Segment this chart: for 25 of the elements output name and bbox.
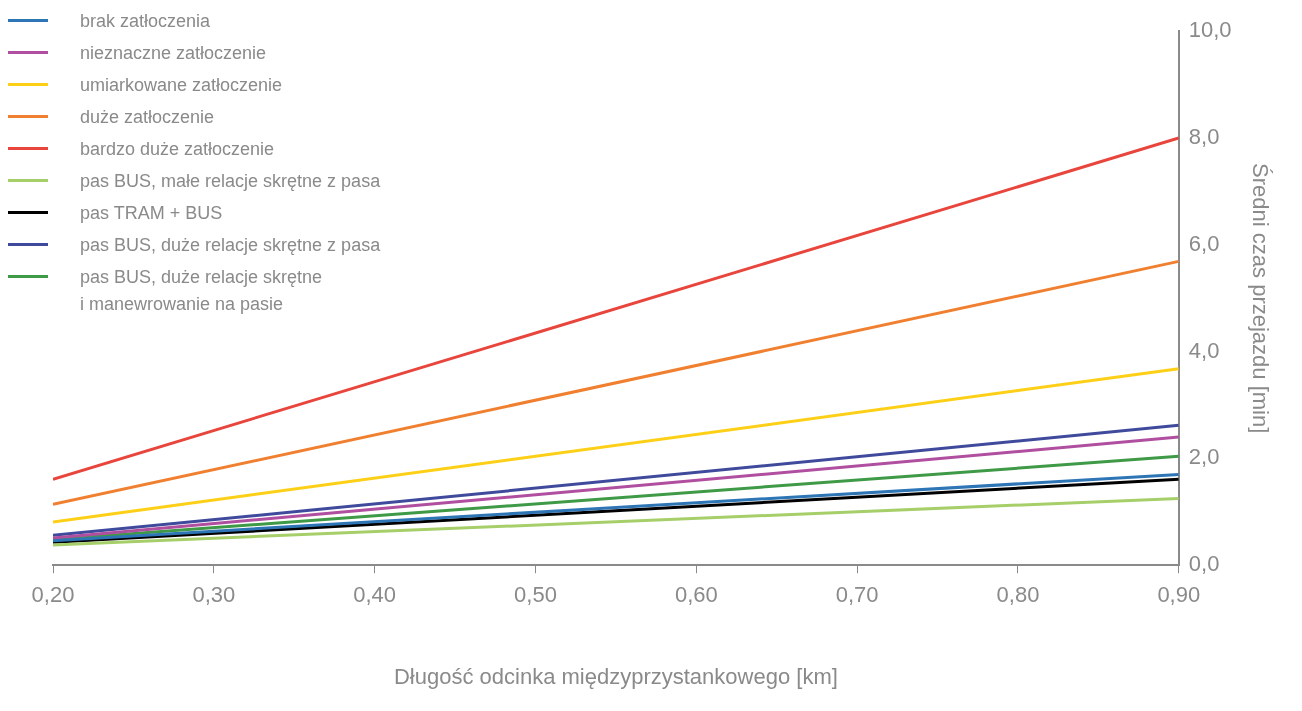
x-tick-label: 0,70	[835, 582, 879, 608]
legend-label: duże zatłoczenie	[80, 106, 215, 129]
x-tick-label: 0,90	[1157, 582, 1201, 608]
x-tick-label: 0,50	[514, 582, 557, 608]
x-axis-title: Długość odcinka międzyprzystankowego [km]	[393, 663, 838, 689]
x-tick-label: 0,80	[996, 582, 1040, 608]
y-tick-label: 8,0	[1188, 124, 1220, 150]
y-tick-label: 0,0	[1188, 551, 1220, 577]
legend-label: brak zatłoczenia	[80, 10, 211, 33]
legend-label: umiarkowane zatłoczenie	[80, 74, 283, 97]
y-tick-label: 2,0	[1188, 444, 1220, 470]
y-tick-label: 6,0	[1188, 230, 1220, 256]
x-tick-label: 0,20	[31, 582, 75, 608]
legend-label: pas BUS, małe relacje skrętne z pasa	[80, 170, 381, 193]
legend-label: pas BUS, duże relacje skrętne z pasa	[80, 234, 381, 257]
x-tick-label: 0,40	[353, 582, 397, 608]
x-tick-label: 0,30	[192, 582, 236, 608]
x-tick-label: 0,60	[674, 582, 718, 608]
y-axis-title: Średni czas przejazdu [min]	[1247, 163, 1273, 434]
legend-label: bardzo duże zatłoczenie	[80, 138, 275, 161]
legend-label: pas BUS, duże relacje skrętne i manewrowanie na pasie	[80, 266, 323, 316]
legend-label: nieznaczne zatłoczenie	[80, 42, 267, 65]
legend-label: pas TRAM + BUS	[80, 202, 223, 225]
y-tick-label: 4,0	[1188, 337, 1220, 363]
y-tick-label: 10,0	[1188, 17, 1232, 43]
